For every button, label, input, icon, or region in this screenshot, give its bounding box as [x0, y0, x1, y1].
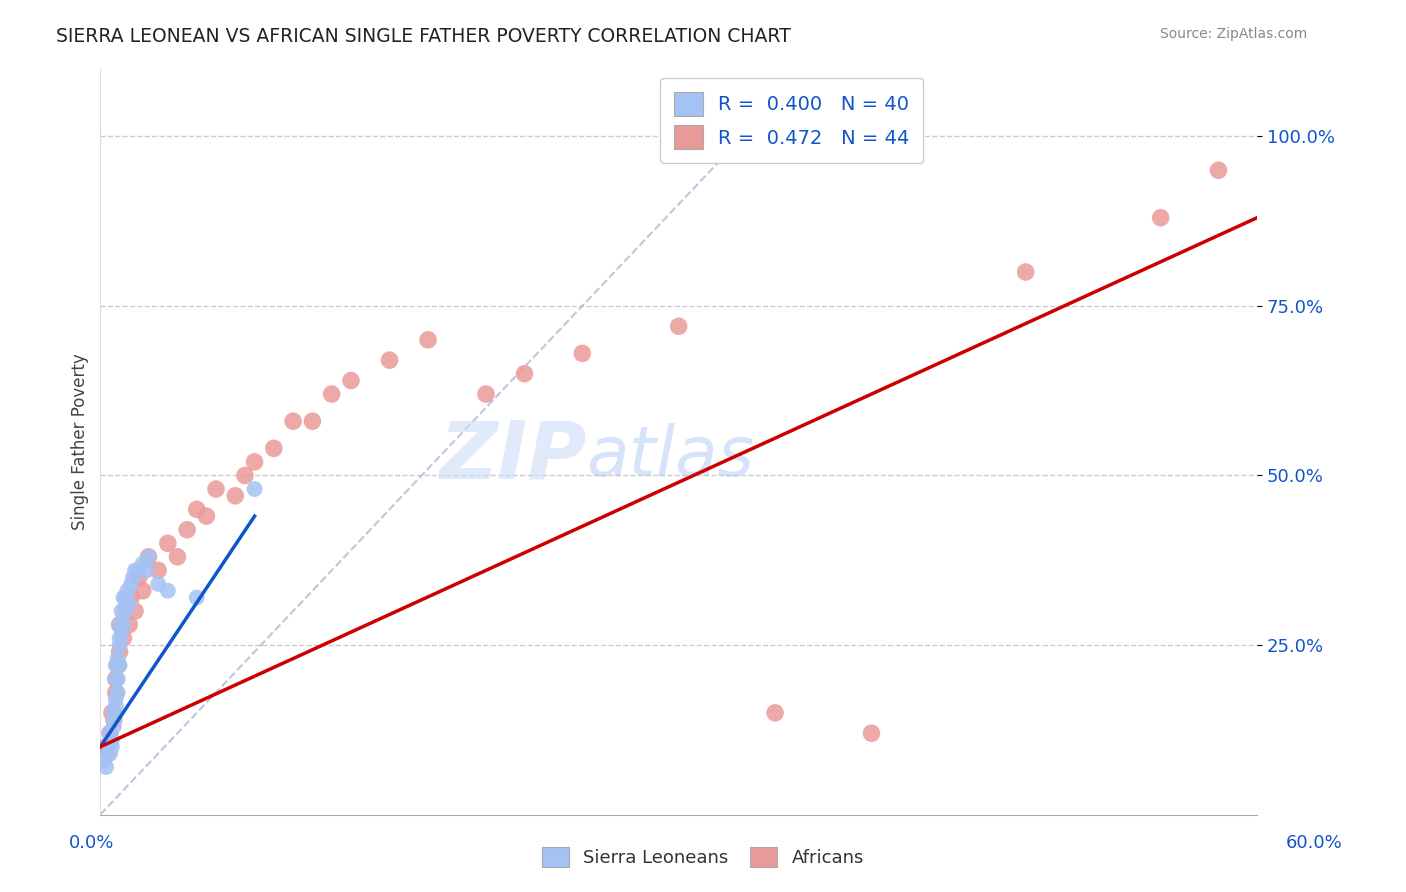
- Text: Source: ZipAtlas.com: Source: ZipAtlas.com: [1160, 27, 1308, 41]
- Point: [117, 583, 139, 598]
- Y-axis label: Single Father Poverty: Single Father Poverty: [72, 353, 89, 530]
- Point: [195, 509, 218, 524]
- Point: [128, 570, 150, 584]
- Point: [104, 699, 127, 714]
- Point: [224, 489, 246, 503]
- Point: [148, 563, 170, 577]
- Point: [186, 591, 208, 605]
- Point: [1208, 163, 1230, 178]
- Text: ZIP: ZIP: [439, 417, 586, 495]
- Point: [281, 414, 304, 428]
- Point: [98, 726, 121, 740]
- Point: [205, 482, 228, 496]
- Point: [104, 658, 127, 673]
- Point: [103, 706, 125, 720]
- Point: [124, 604, 146, 618]
- Point: [114, 604, 136, 618]
- Point: [128, 563, 150, 577]
- Point: [104, 672, 127, 686]
- Point: [107, 651, 129, 665]
- Point: [243, 455, 266, 469]
- Point: [110, 604, 132, 618]
- Point: [124, 563, 146, 577]
- Point: [571, 346, 593, 360]
- Point: [101, 706, 124, 720]
- Point: [321, 387, 343, 401]
- Point: [122, 570, 145, 584]
- Point: [763, 706, 786, 720]
- Point: [243, 482, 266, 496]
- Point: [101, 739, 124, 754]
- Point: [98, 726, 121, 740]
- Point: [108, 617, 131, 632]
- Point: [94, 739, 117, 754]
- Point: [301, 414, 323, 428]
- Point: [97, 747, 120, 761]
- Point: [378, 353, 401, 368]
- Point: [112, 631, 135, 645]
- Point: [138, 549, 160, 564]
- Legend: Sierra Leoneans, Africans: Sierra Leoneans, Africans: [534, 839, 872, 874]
- Text: 0.0%: 0.0%: [69, 834, 114, 852]
- Point: [186, 502, 208, 516]
- Point: [103, 713, 125, 727]
- Point: [475, 387, 498, 401]
- Point: [263, 442, 285, 456]
- Point: [118, 597, 141, 611]
- Point: [340, 374, 363, 388]
- Text: SIERRA LEONEAN VS AFRICAN SINGLE FATHER POVERTY CORRELATION CHART: SIERRA LEONEAN VS AFRICAN SINGLE FATHER …: [56, 27, 792, 45]
- Point: [166, 549, 188, 564]
- Point: [148, 577, 170, 591]
- Point: [108, 617, 131, 632]
- Point: [668, 319, 690, 334]
- Text: 60.0%: 60.0%: [1286, 834, 1343, 852]
- Point: [132, 557, 155, 571]
- Point: [860, 726, 883, 740]
- Point: [108, 638, 131, 652]
- Point: [107, 658, 129, 673]
- Point: [513, 367, 536, 381]
- Legend: R =  0.400   N = 40, R =  0.472   N = 44: R = 0.400 N = 40, R = 0.472 N = 44: [661, 78, 924, 162]
- Point: [108, 631, 131, 645]
- Point: [94, 760, 117, 774]
- Point: [120, 591, 142, 605]
- Point: [1149, 211, 1171, 225]
- Point: [104, 692, 127, 706]
- Point: [108, 645, 131, 659]
- Point: [108, 658, 131, 673]
- Point: [233, 468, 256, 483]
- Point: [107, 672, 129, 686]
- Point: [1015, 265, 1038, 279]
- Point: [156, 536, 179, 550]
- Point: [103, 713, 125, 727]
- Text: atlas: atlas: [586, 423, 754, 490]
- Point: [112, 617, 135, 632]
- Point: [101, 733, 124, 747]
- Point: [103, 719, 125, 733]
- Point: [114, 591, 136, 605]
- Point: [98, 747, 121, 761]
- Point: [104, 685, 127, 699]
- Point: [135, 563, 157, 577]
- Point: [112, 591, 135, 605]
- Point: [118, 617, 141, 632]
- Point: [156, 583, 179, 598]
- Point: [107, 685, 129, 699]
- Point: [110, 624, 132, 639]
- Point: [120, 577, 142, 591]
- Point: [416, 333, 439, 347]
- Point: [176, 523, 198, 537]
- Point: [114, 604, 136, 618]
- Point: [132, 583, 155, 598]
- Point: [93, 753, 115, 767]
- Point: [97, 739, 120, 754]
- Point: [104, 672, 127, 686]
- Point: [138, 549, 160, 564]
